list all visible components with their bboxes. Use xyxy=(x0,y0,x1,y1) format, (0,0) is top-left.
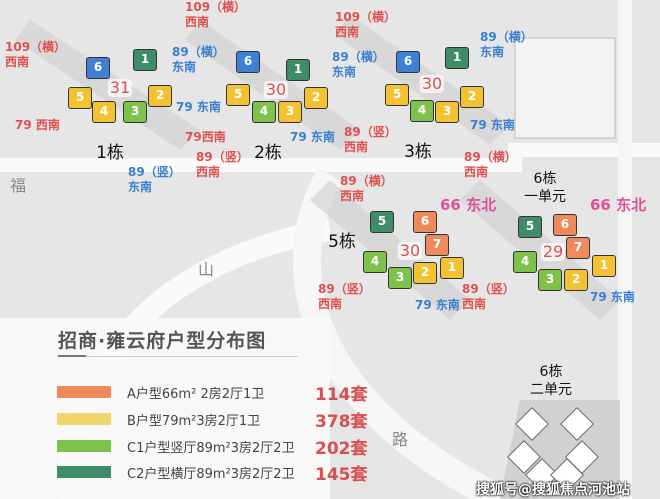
unit-1[interactable]: 1 xyxy=(133,49,157,71)
unit-5[interactable]: 5 xyxy=(518,216,542,238)
orientation-label: 89（横）东南 xyxy=(172,45,225,74)
orientation-label: 79 东南 xyxy=(176,100,221,114)
floor-count: 29 xyxy=(540,242,566,261)
unit-3[interactable]: 3 xyxy=(278,101,302,123)
unit-6[interactable]: 6 xyxy=(236,51,260,73)
unit-5[interactable]: 5 xyxy=(226,84,250,106)
unit-2[interactable]: 2 xyxy=(460,86,484,108)
orientation-label: 79 东南 xyxy=(470,118,515,132)
floor-count: 31 xyxy=(107,78,133,97)
orientation-label: 79西南 xyxy=(185,130,226,144)
orientation-label: 89（竖）西南 xyxy=(344,125,397,154)
legend-swatch xyxy=(57,386,111,398)
title-divider xyxy=(58,355,298,357)
floor-count: 30 xyxy=(397,241,423,260)
unit-2[interactable]: 2 xyxy=(413,262,437,284)
building-label: 二单元 xyxy=(530,382,572,398)
orientation-label: 89（横）东南 xyxy=(332,50,385,79)
watermark: 搜狐号@搜狐焦点河池站 xyxy=(476,482,630,498)
unit-2[interactable]: 2 xyxy=(304,87,328,109)
orientation-label: 66 东北 xyxy=(440,196,497,214)
orientation-label: 79 东南 xyxy=(290,130,335,144)
orientation-label: 89（竖）东南 xyxy=(128,165,181,194)
unit-4[interactable]: 4 xyxy=(92,101,116,123)
unit-4[interactable]: 4 xyxy=(252,101,276,123)
unit-4[interactable]: 4 xyxy=(410,100,434,122)
unit-3[interactable]: 3 xyxy=(388,267,412,289)
unit-1[interactable]: 1 xyxy=(440,257,464,279)
orientation-label: 89（竖）西南 xyxy=(196,150,249,179)
legend-count: 378套 xyxy=(315,412,368,432)
unit-1[interactable]: 1 xyxy=(286,59,310,81)
unit-5[interactable]: 5 xyxy=(385,84,409,106)
unit-3[interactable]: 3 xyxy=(123,101,147,123)
legend-label: B户型79m²3房2厅1卫 xyxy=(127,414,261,429)
building-label: 6栋 xyxy=(539,364,563,380)
unit-5[interactable]: 5 xyxy=(68,87,92,109)
orientation-label: 109（横）西南 xyxy=(185,0,247,29)
unit-6[interactable]: 6 xyxy=(413,211,437,233)
unit-4[interactable]: 4 xyxy=(363,251,387,273)
road-label: 山 xyxy=(198,260,215,279)
orientation-label: 89（横）西南 xyxy=(464,150,517,179)
orientation-label: 89（竖）西南 xyxy=(318,282,371,311)
legend-count: 202套 xyxy=(315,439,368,459)
unit-7[interactable]: 7 xyxy=(425,234,449,256)
legend-count: 145套 xyxy=(315,465,368,485)
unit-5[interactable]: 5 xyxy=(370,211,394,233)
road-label: 福 xyxy=(10,176,27,195)
unit-1[interactable]: 1 xyxy=(445,47,469,69)
legend-label: A户型66m² 2房2厅1卫 xyxy=(127,387,265,402)
building-label: 2栋 xyxy=(254,143,282,163)
building-label: 6栋 一单元 xyxy=(524,171,566,205)
floor-count: 30 xyxy=(419,74,445,93)
unit-1[interactable]: 1 xyxy=(592,255,616,277)
legend-swatch xyxy=(57,466,111,478)
unit-6[interactable]: 6 xyxy=(553,214,577,236)
legend-label: C1户型竖厅89m²3房2厅2卫 xyxy=(127,441,295,456)
legend-title: 招商·雍云府户型分布图 xyxy=(58,330,267,352)
orientation-label: 109（横）西南 xyxy=(5,40,67,69)
orientation-label: 109（横）西南 xyxy=(335,10,397,39)
unit-3[interactable]: 3 xyxy=(435,101,459,123)
floor-count: 30 xyxy=(263,80,289,99)
orientation-label: 79 东南 xyxy=(590,290,635,304)
unit-6[interactable]: 6 xyxy=(396,51,420,73)
unit-2[interactable]: 2 xyxy=(148,85,172,107)
orientation-label: 89（横）东南 xyxy=(480,30,533,59)
legend-panel xyxy=(0,318,330,499)
legend-swatch xyxy=(57,440,111,452)
building-label: 5栋 xyxy=(328,232,356,252)
unit-3[interactable]: 3 xyxy=(538,269,562,291)
orientation-label: 89（横）西南 xyxy=(340,174,393,203)
road-label: 路 xyxy=(392,430,409,449)
orientation-label: 79 东南 xyxy=(415,298,460,312)
legend-swatch xyxy=(57,413,111,425)
unit-6[interactable]: 6 xyxy=(86,57,110,79)
orientation-label: 79 西南 xyxy=(15,118,60,132)
unit-2[interactable]: 2 xyxy=(564,269,588,291)
unit-7[interactable]: 7 xyxy=(566,237,590,259)
legend-label: C2户型横厅89m²3房2厅2卫 xyxy=(127,467,295,482)
legend-count: 114套 xyxy=(315,385,368,405)
orientation-label: 89（竖）西南 xyxy=(462,282,515,311)
building-label: 1栋 xyxy=(96,143,124,163)
orientation-label: 66 东北 xyxy=(590,196,647,214)
unit-4[interactable]: 4 xyxy=(513,251,537,273)
building-label: 3栋 xyxy=(404,142,432,162)
